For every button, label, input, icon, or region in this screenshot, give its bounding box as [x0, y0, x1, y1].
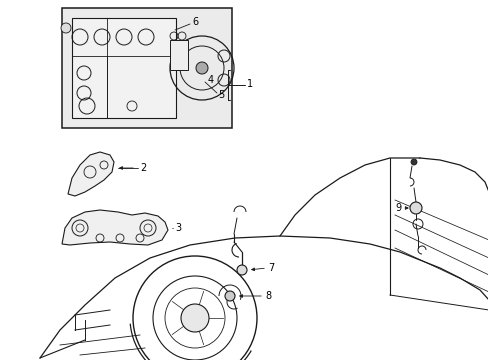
Circle shape — [196, 62, 207, 74]
Circle shape — [181, 304, 208, 332]
Polygon shape — [62, 210, 168, 245]
Circle shape — [410, 159, 416, 165]
Text: 1: 1 — [246, 79, 253, 89]
Bar — [62, 8, 231, 128]
Text: 8: 8 — [264, 291, 270, 301]
Text: 4: 4 — [207, 75, 214, 85]
Text: 5: 5 — [218, 90, 224, 100]
Polygon shape — [68, 152, 114, 196]
Circle shape — [61, 23, 71, 33]
Bar — [170, 40, 187, 70]
Circle shape — [409, 202, 421, 214]
Text: 9: 9 — [394, 203, 400, 213]
Circle shape — [224, 291, 235, 301]
Circle shape — [237, 265, 246, 275]
Text: 7: 7 — [267, 263, 274, 273]
Text: 2: 2 — [140, 163, 146, 173]
Bar — [72, 18, 176, 118]
Text: 3: 3 — [175, 223, 181, 233]
Text: 6: 6 — [192, 17, 198, 27]
